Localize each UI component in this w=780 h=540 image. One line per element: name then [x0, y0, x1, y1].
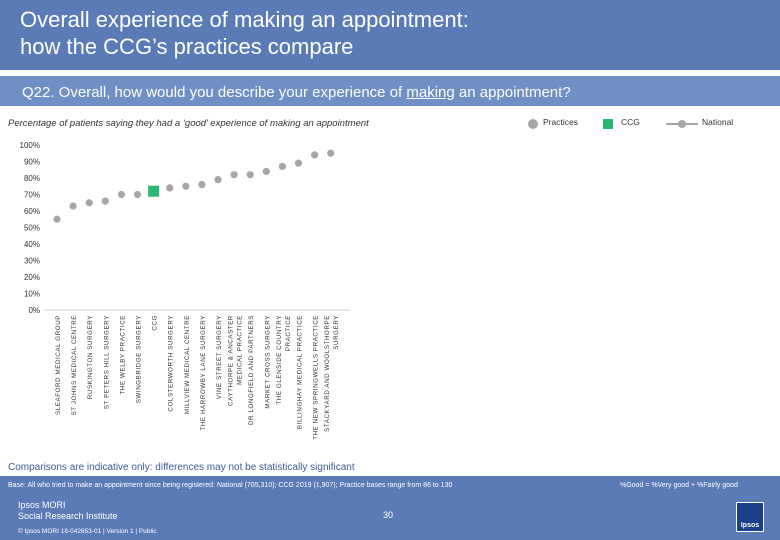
category-label: THE HARROWBY LANE SURGERY: [200, 315, 207, 431]
y-tick-label: 50%: [24, 224, 40, 233]
category-label: DR LONGFIELD AND PARTNERS: [248, 315, 255, 425]
practice-point: [69, 202, 77, 210]
practice-point: [53, 215, 61, 223]
question-banner: [0, 76, 780, 106]
category-label: BILLINGHAY MEDICAL PRACTICE: [297, 315, 304, 429]
practice-point: [311, 151, 319, 159]
copyright-text: © Ipsos MORI 18-042653-01 | Version 1 | …: [18, 528, 157, 535]
legend-practices-marker: [528, 119, 538, 129]
category-label: VINE STREET SURGERY: [216, 315, 223, 399]
practice-point: [294, 159, 303, 167]
page-title: Overall experience of making an appointm…: [20, 7, 469, 59]
category-label: SURGERY: [333, 315, 340, 350]
practice-point: [230, 171, 238, 179]
base-text: Base: All who tried to make an appointme…: [8, 482, 453, 489]
y-tick-label: 80%: [24, 174, 40, 183]
legend-national-marker: [666, 120, 698, 128]
category-label: SLEAFORD MEDICAL GROUP: [55, 315, 62, 415]
footer-banner: [0, 476, 780, 540]
y-tick-label: 40%: [24, 240, 40, 249]
practice-point: [85, 199, 93, 207]
y-tick-label: 10%: [24, 290, 40, 299]
category-label: CCG: [152, 315, 159, 331]
practice-point: [133, 190, 142, 199]
practice-point: [166, 184, 174, 192]
practice-comparison-chart: 0% 10% 20% 30% 40% 50% 60% 70% 80% 90% 100% SLEAFOR…: [20, 141, 350, 440]
category-label: PRACTICE: [285, 315, 292, 351]
practice-point: [101, 197, 109, 205]
practice-point: [117, 190, 125, 199]
category-label: ST JOHNS MEDICAL CENTRE: [71, 315, 78, 415]
chart-subtitle: Percentage of patients saying they had a…: [8, 118, 369, 129]
category-label: MEDICAL PRACTICE: [237, 315, 244, 385]
practice-point: [198, 181, 206, 189]
y-tick-label: 0%: [28, 306, 40, 315]
question-before: Q22. Overall, how would you describe you…: [22, 84, 407, 101]
category-label: COLSTERWORTH SURGERY: [168, 315, 175, 412]
y-tick-label: 60%: [24, 207, 40, 216]
y-tick-label: 100%: [20, 141, 40, 150]
comparison-note: Comparisons are indicative only: differe…: [8, 462, 355, 473]
practice-point: [278, 162, 286, 171]
ccg-marker: [148, 185, 160, 197]
y-tick-label: 30%: [24, 257, 40, 266]
y-tick-label: 20%: [24, 273, 40, 282]
practice-point: [327, 149, 335, 157]
good-definition: %Good = %Very good + %Fairly good: [620, 482, 738, 489]
practice-point: [182, 182, 190, 190]
legend-ccg-marker: [603, 119, 613, 129]
practice-point: [246, 171, 254, 179]
y-tick-label: 90%: [24, 158, 40, 167]
question-underlined: making: [406, 84, 455, 101]
title-banner: [0, 0, 780, 70]
practice-point: [262, 167, 270, 175]
category-label: ST PETERS HILL SURGERY: [103, 315, 110, 409]
category-label: MILLVIEW MEDICAL CENTRE: [184, 315, 191, 414]
category-label: MARKET CROSS SURGERY: [264, 315, 271, 409]
category-label: CAYTHORPE & ANCASTER: [228, 315, 235, 406]
y-tick-label: 70%: [24, 191, 40, 200]
ipsos-logo-icon: Ipsos: [736, 502, 764, 532]
category-label: THE GLENSIDE COUNTRY: [276, 315, 283, 405]
category-label: STACKYARD AND WOOLSTHORPE: [324, 315, 331, 432]
category-label: RUSKINGTON SURGERY: [87, 315, 94, 399]
page-number: 30: [383, 510, 394, 520]
question-text: Q22. Overall, how would you describe you…: [22, 84, 571, 101]
category-label: THE NEW SPRINGWELLS PRACTICE: [313, 315, 320, 440]
category-label: SWINGBRIDGE SURGERY: [136, 315, 143, 403]
ipsos-mori-logo-text: Ipsos MORI Social Research Institute: [18, 500, 118, 521]
category-label: THE WELBY PRACTICE: [119, 315, 126, 394]
question-after: an appointment?: [454, 84, 571, 101]
practice-point: [214, 176, 222, 184]
